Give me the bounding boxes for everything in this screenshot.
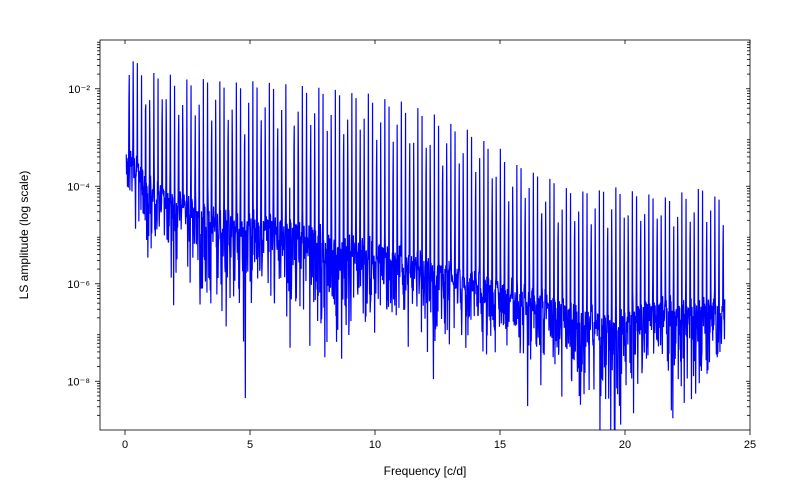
y-axis-label: LS amplitude (log scale) bbox=[17, 171, 31, 300]
periodogram-chart: 0 5 10 15 20 25 10⁻⁸ 10⁻⁶ 10⁻⁴ 10⁻² Frequency [c/d… bbox=[0, 0, 800, 500]
x-tick-label: 15 bbox=[494, 439, 506, 451]
x-tick-label: 20 bbox=[619, 439, 631, 451]
x-tick-label: 25 bbox=[744, 439, 756, 451]
x-tick-label: 5 bbox=[247, 439, 253, 451]
y-tick-label: 10⁻⁸ bbox=[67, 376, 90, 388]
y-tick-label: 10⁻² bbox=[68, 84, 90, 96]
x-axis-label: Frequency [c/d] bbox=[384, 464, 467, 478]
x-tick-label: 10 bbox=[369, 439, 381, 451]
chart-svg: 0 5 10 15 20 25 10⁻⁸ 10⁻⁶ 10⁻⁴ 10⁻² Frequency [c/d… bbox=[0, 0, 800, 500]
y-tick-label: 10⁻⁶ bbox=[67, 279, 90, 291]
x-tick-label: 0 bbox=[122, 439, 128, 451]
y-tick-label: 10⁻⁴ bbox=[67, 181, 90, 193]
